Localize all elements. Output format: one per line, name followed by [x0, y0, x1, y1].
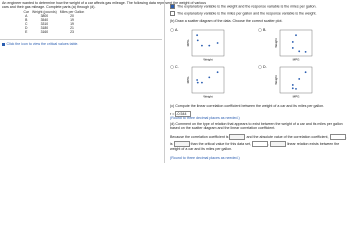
- y-axis-label: MPG: [186, 39, 190, 47]
- cell: 21: [70, 25, 74, 30]
- scatter-option[interactable]: C. Weight MPG: [170, 64, 256, 100]
- radio: [170, 28, 174, 32]
- scatter-option[interactable]: B. MPG Weight: [258, 27, 344, 63]
- round-note: (Round to three decimal places as needed…: [170, 116, 240, 120]
- part-d-prompt: (d) Comment on the type of relation that…: [170, 122, 343, 131]
- point: [291, 41, 294, 43]
- point: [216, 42, 219, 44]
- part-a-option[interactable]: The explanatory variable is the weight a…: [170, 4, 348, 9]
- point: [298, 50, 301, 53]
- point: [298, 78, 301, 80]
- text: ,: [267, 141, 269, 146]
- point: [208, 44, 211, 47]
- cell: 3160: [40, 29, 49, 34]
- dropdown[interactable]: [173, 140, 190, 147]
- x-axis-label: Weight: [203, 95, 212, 99]
- table-row: B 3540 19: [22, 17, 86, 23]
- cell: B: [25, 17, 28, 22]
- panel-divider: [164, 0, 165, 163]
- r-input[interactable]: -0.544: [175, 111, 192, 117]
- scatter-option[interactable]: D. MPG Weight: [258, 64, 344, 100]
- text: Because the correlation coefficient is: [170, 134, 229, 139]
- page: {"problem":{"intro":"An engineer wanted …: [0, 0, 348, 163]
- table-row: D 3180 21: [22, 25, 86, 31]
- table-row: E 3160 23: [22, 29, 86, 35]
- text: than the critical value for this data se…: [190, 141, 251, 146]
- cell: D: [25, 25, 28, 30]
- point: [291, 87, 294, 90]
- radio: [258, 65, 262, 69]
- point: [216, 71, 219, 74]
- cell: C: [25, 21, 28, 26]
- point: [304, 71, 307, 74]
- point: [196, 81, 199, 84]
- y-axis-label: Weight: [274, 38, 278, 47]
- point: [291, 84, 294, 86]
- cell: 3310: [40, 21, 49, 26]
- icon-note: Click the icon to view the critical valu…: [6, 42, 79, 46]
- point: [201, 81, 203, 84]
- cell: 20: [70, 13, 74, 18]
- y-axis-label: Weight: [274, 75, 278, 84]
- point: [196, 79, 199, 81]
- round-note: (Round to three decimal places as needed…: [170, 156, 240, 160]
- data-table: Car Weight (pounds) Miles per Gallon A 3800…: [22, 10, 86, 35]
- data-table-wrap: Car Weight (pounds) Miles per Gallon A 3800…: [22, 10, 86, 35]
- text: , is: [170, 134, 347, 146]
- radio: [258, 28, 262, 32]
- point: [291, 47, 294, 49]
- icon-link[interactable]: Click the icon to view the critical valu…: [2, 42, 78, 46]
- intro: An engineer wanted to determine how the …: [2, 1, 207, 10]
- cell: 23: [70, 29, 74, 34]
- part-d-sentence: Because the correlation coefficient is a…: [170, 134, 348, 153]
- table-header: Car Weight (pounds) Miles per Gallon: [22, 10, 86, 15]
- part-c-prompt: (c) Compute the linear correlation coeff…: [170, 104, 325, 108]
- option-label: B.: [263, 28, 266, 32]
- divider: [0, 39, 162, 40]
- cell: 3540: [40, 17, 49, 22]
- part-a-option[interactable]: The explanatory variable is the miles pe…: [170, 11, 348, 16]
- text: linear relation exists between the weigh…: [170, 141, 340, 152]
- point: [201, 44, 203, 47]
- dropdown[interactable]: [269, 140, 286, 147]
- plot-frame: [279, 29, 313, 57]
- point: [295, 87, 297, 90]
- table-row: A 3800 20: [22, 13, 86, 19]
- x-axis-label: Weight: [203, 58, 212, 62]
- cell: A: [25, 13, 28, 18]
- part-b-prompt: (b) Draw a scatter diagram of the data. …: [170, 19, 283, 23]
- cell: E: [25, 29, 28, 34]
- point: [196, 39, 199, 42]
- text: and the absolute value of the correlatio…: [246, 134, 329, 139]
- input[interactable]: [251, 140, 268, 147]
- plot-frame: [191, 29, 225, 57]
- option-text: The explanatory variable is the weight a…: [177, 4, 317, 9]
- x-axis-label: MPG: [293, 95, 301, 99]
- radio: [170, 65, 174, 69]
- column-header: Car: [23, 10, 29, 14]
- scatter-option[interactable]: A. Weight MPG: [170, 27, 256, 63]
- option-label: C.: [175, 65, 179, 69]
- cell: 19: [70, 21, 74, 26]
- y-axis-label: MPG: [186, 76, 190, 84]
- point: [304, 50, 307, 53]
- column-header: Weight (pounds): [31, 10, 57, 14]
- option-label: D.: [263, 65, 267, 69]
- input[interactable]: [329, 134, 346, 140]
- cell: 3800: [40, 13, 49, 18]
- point: [196, 34, 199, 37]
- table-row: C 3310 19: [22, 21, 86, 27]
- r-label: r =: [170, 111, 175, 116]
- point: [295, 34, 297, 37]
- r-row: r = -0.544: [170, 111, 192, 117]
- cell: 19: [70, 17, 74, 22]
- option-text: The explanatory variable is the miles pe…: [177, 11, 317, 16]
- cell: 3180: [40, 25, 49, 30]
- dropdown[interactable]: [229, 134, 246, 140]
- point: [208, 76, 211, 79]
- column-header: Miles per Gallon: [59, 10, 85, 14]
- table-body: A 3800 20 B 3540 19 C 3310 19 D 3180 21 E 3160 23: [22, 13, 86, 35]
- option-label: A.: [175, 28, 178, 32]
- x-axis-label: MPG: [293, 58, 301, 62]
